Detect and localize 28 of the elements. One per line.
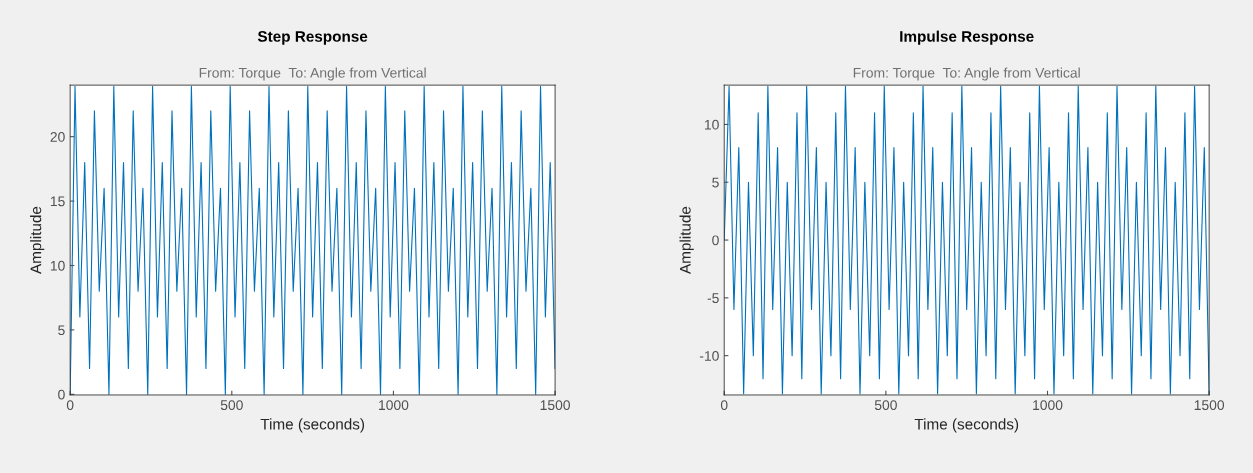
chart-subtitle: From: Torque To: Angle from Vertical	[853, 67, 1080, 81]
y-tick-label: 0	[58, 389, 65, 400]
x-tick-label: 500	[874, 400, 897, 411]
chart-title: Impulse Response	[900, 30, 1034, 45]
y-tick-label: 15	[50, 196, 65, 207]
y-tick-label: -10	[699, 350, 719, 361]
x-tick-label: 1500	[1194, 400, 1225, 411]
y-tick-label: -5	[707, 293, 719, 304]
x-tick-label: 1000	[1033, 400, 1063, 411]
line-series	[70, 85, 556, 395]
x-axis-title: Time (seconds)	[914, 418, 1019, 433]
x-tick-label: 1500	[540, 400, 570, 411]
y-tick-label: 10	[50, 260, 65, 271]
y-axis-title: Amplitude	[30, 206, 45, 274]
chart-title: Step Response	[257, 31, 368, 45]
y-axis-title: Amplitude	[679, 206, 694, 274]
y-tick-label: 20	[50, 132, 65, 142]
y-tick-label: 0	[712, 235, 719, 246]
x-tick-label: 500	[220, 400, 243, 411]
line-series	[724, 85, 1210, 395]
y-tick-label: 5	[712, 177, 719, 188]
x-tick-label: 1000	[379, 400, 409, 411]
x-tick-label: 0	[66, 400, 74, 411]
x-axis-title: Time (seconds)	[260, 418, 365, 433]
y-tick-label: 10	[704, 119, 719, 130]
x-tick-label: 0	[720, 400, 728, 411]
chart-subtitle: From: Torque To: Angle from Vertical	[199, 67, 426, 81]
y-tick-label: 5	[58, 325, 65, 336]
